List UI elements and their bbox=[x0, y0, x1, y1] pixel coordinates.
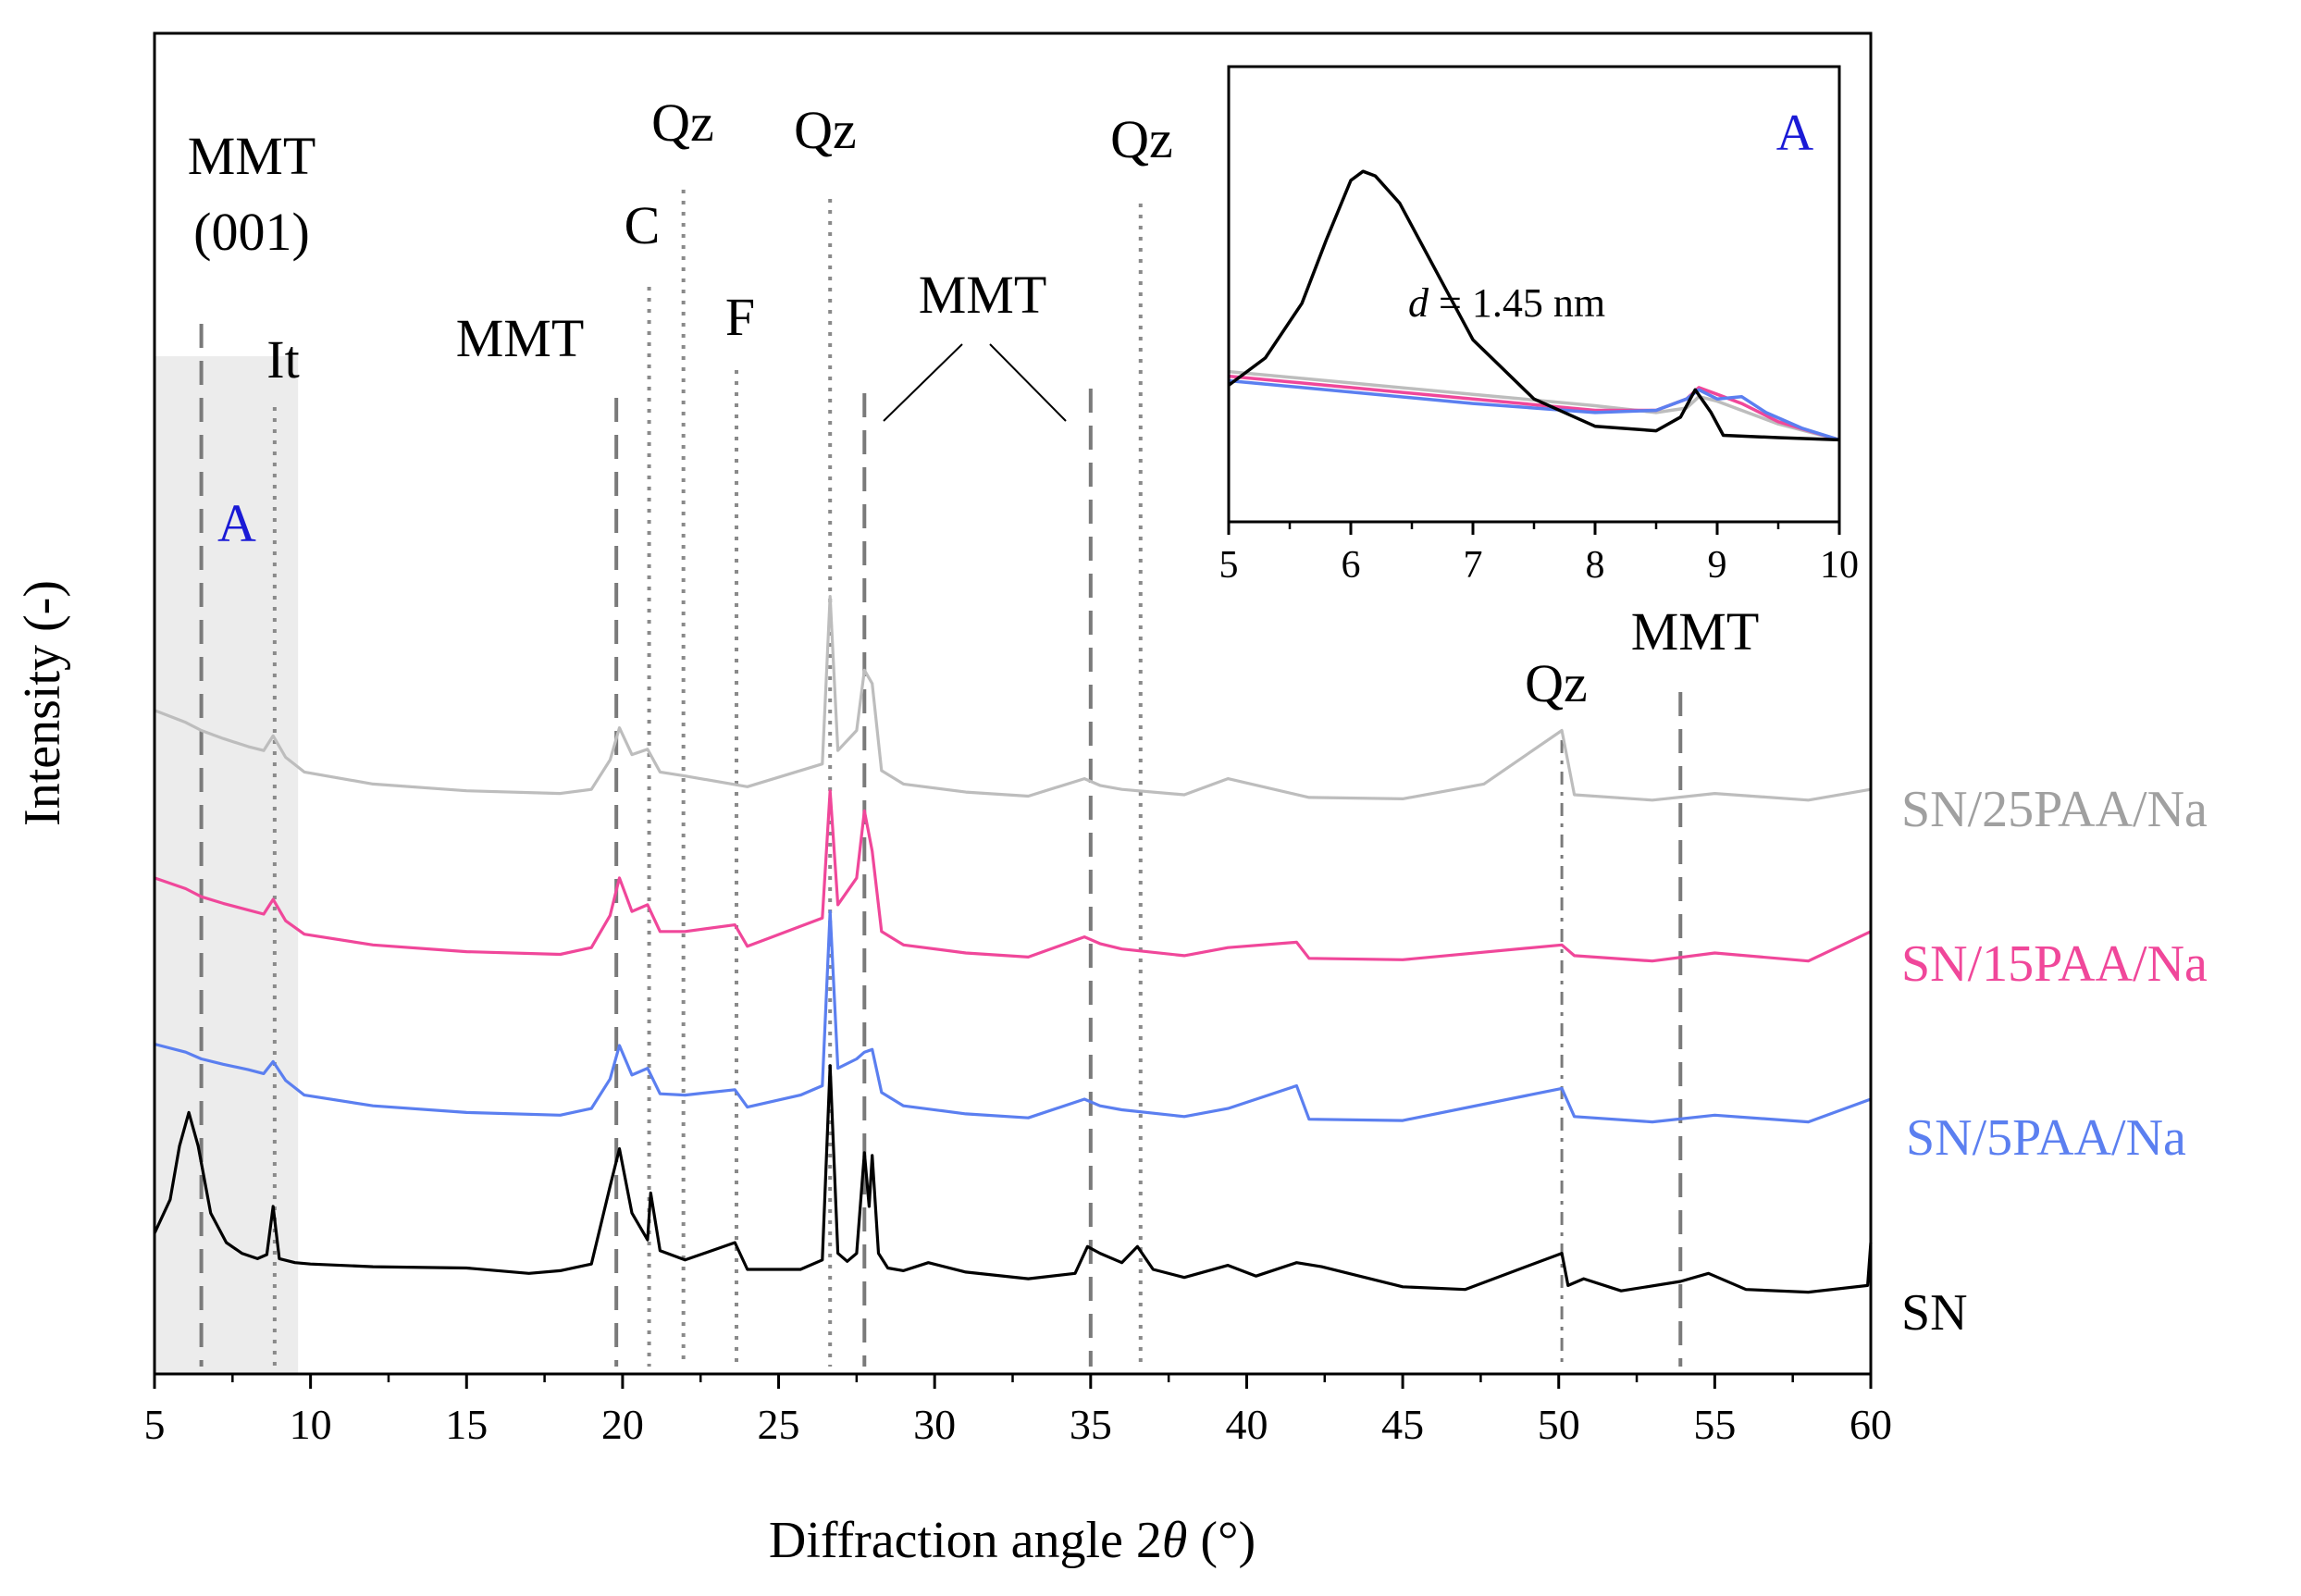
annotation-mmt-001-line2: (001) bbox=[193, 202, 310, 262]
x-tick-label-35: 35 bbox=[1070, 1401, 1112, 1448]
legend-sn-5paa-na: SN/5PAA/Na bbox=[1906, 1109, 2186, 1167]
x-tick-label-55: 55 bbox=[1693, 1401, 1736, 1448]
mmt-pointer-left bbox=[883, 343, 963, 422]
x-tick-label-10: 10 bbox=[290, 1401, 332, 1448]
annotation-c: C bbox=[625, 195, 661, 255]
series-line-sn-5paa-na bbox=[154, 909, 1872, 1124]
x-tick-label-60: 60 bbox=[1849, 1401, 1892, 1448]
series-line-sn-15paa-na bbox=[154, 789, 1872, 963]
x-axis-ticks: 5 10 15 20 25 30 35 40 45 50 55 60 bbox=[144, 1374, 1892, 1448]
reference-lines bbox=[199, 190, 1683, 1367]
x-tick-label-40: 40 bbox=[1225, 1401, 1268, 1448]
legend-sn: SN bbox=[1901, 1284, 1968, 1342]
inset-x-tick-label-8: 8 bbox=[1586, 544, 1605, 587]
annotation-f: F bbox=[725, 287, 755, 347]
x-axis-label: Diffraction angle 2θ (°) bbox=[769, 1512, 1256, 1569]
mmt-pointer-right bbox=[989, 343, 1067, 422]
inset-x-tick-label-9: 9 bbox=[1708, 544, 1727, 587]
legend-sn-15paa-na: SN/15PAA/Na bbox=[1901, 935, 2208, 993]
annotation-mmt-a: MMT bbox=[456, 308, 585, 368]
annotation-qz-1: Qz bbox=[651, 93, 714, 153]
x-tick-label-15: 15 bbox=[445, 1401, 488, 1448]
series-line-sn bbox=[153, 1064, 1873, 1294]
annotation-it: It bbox=[266, 329, 299, 390]
annotation-mmt-c: MMT bbox=[1631, 601, 1760, 662]
inset-background bbox=[1229, 67, 1839, 522]
inset-x-axis-ticks: 5 6 7 8 9 10 bbox=[1219, 522, 1859, 587]
annotation-qz-3: Qz bbox=[1110, 109, 1173, 169]
inset-x-tick-label-5: 5 bbox=[1219, 544, 1239, 587]
annotation-qz-4: Qz bbox=[1525, 653, 1588, 713]
x-tick-label-50: 50 bbox=[1538, 1401, 1580, 1448]
inset-x-tick-label-6: 6 bbox=[1342, 544, 1361, 587]
series-layer bbox=[153, 594, 1873, 1294]
x-tick-label-5: 5 bbox=[144, 1401, 166, 1448]
annotation-mmt-001-line1: MMT bbox=[188, 126, 316, 186]
legend-sn-25paa-na: SN/25PAA/Na bbox=[1901, 781, 2208, 838]
inset-x-tick-label-7: 7 bbox=[1464, 544, 1483, 587]
inset-title-a: A bbox=[1776, 105, 1814, 162]
inset-series-layer bbox=[1227, 169, 1840, 442]
x-tick-label-30: 30 bbox=[913, 1401, 956, 1448]
inset-x-tick-label-10: 10 bbox=[1820, 544, 1859, 587]
annotation-mmt-b: MMT bbox=[919, 265, 1047, 325]
x-tick-label-25: 25 bbox=[758, 1401, 800, 1448]
annotation-region-a: A bbox=[217, 493, 256, 553]
y-axis-label: Intensity (-) bbox=[14, 580, 71, 826]
series-line-sn-25paa-na bbox=[154, 594, 1872, 802]
x-tick-label-20: 20 bbox=[601, 1401, 644, 1448]
inset-chart: 5 6 7 8 9 10 A d = 1.45 nm bbox=[1219, 65, 1859, 587]
inset-series-line-sn bbox=[1227, 169, 1840, 442]
x-tick-label-45: 45 bbox=[1381, 1401, 1424, 1448]
inset-annotation-d-spacing: d = 1.45 nm bbox=[1408, 280, 1605, 326]
annotation-qz-2: Qz bbox=[794, 100, 857, 160]
